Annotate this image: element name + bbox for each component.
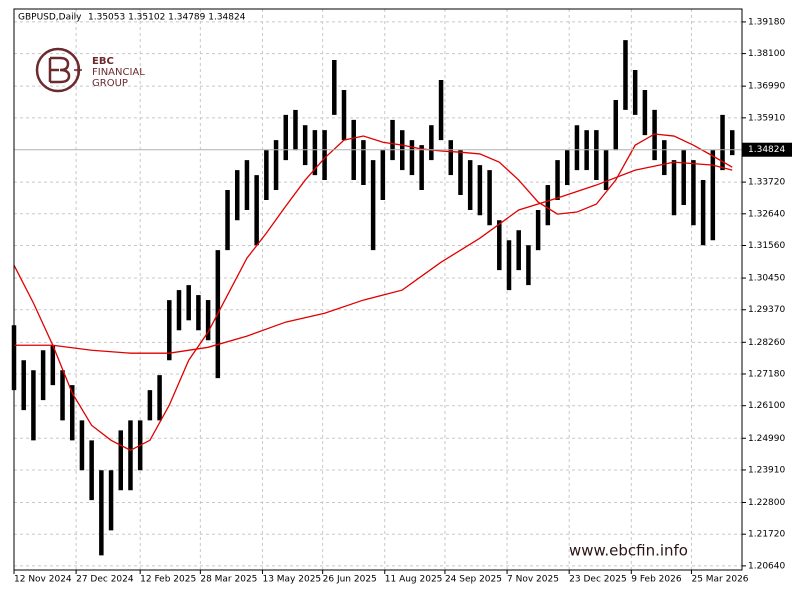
grid [13,9,742,570]
x-tick-label: 7 Nov 2025 [507,575,559,585]
y-tick-label: 1.26100 [748,401,785,411]
logo-mark [48,56,71,84]
chart-title: GBPUSD,Daily [18,13,82,23]
y-tick-label: 1.31560 [748,241,785,251]
y-tick-label: 1.39180 [748,17,785,27]
y-tick-label: 1.27180 [748,370,785,380]
y-tick-label: 1.28260 [748,338,785,348]
logo-text: FINANCIAL [92,67,145,78]
x-tick-label: 25 Mar 2026 [691,575,748,585]
y-tick-label: 1.33720 [748,178,785,188]
y-tick-label: 1.30450 [748,274,785,284]
y-tick-label: 1.36990 [748,82,785,92]
chart-subtitle: 1.35053 1.35102 1.34789 1.34824 [88,13,246,23]
logo-text: GROUP [92,78,128,89]
y-tick-label: 1.23910 [748,465,785,475]
logo-plus [74,66,82,74]
y-tick-label: 1.35910 [748,113,785,123]
y-tick-label: 1.21720 [748,530,785,540]
x-tick-label: 13 May 2025 [262,575,321,585]
x-tick-label: 23 Dec 2025 [569,575,627,585]
logo-text: EBC [92,56,114,67]
x-tick-label: 12 Nov 2024 [14,575,72,585]
y-tick-label: 1.22800 [748,498,785,508]
x-tick-label: 11 Aug 2025 [385,575,443,585]
y-tick-label: 1.20640 [748,561,785,571]
plot [11,40,742,556]
x-tick-label: 12 Feb 2025 [140,575,196,585]
x-tick-label: 24 Sep 2025 [445,575,502,585]
logo: EBC FINANCIAL GROUP [35,47,145,93]
y-tick-label: 1.38100 [748,49,785,59]
y-tick-label: 1.32640 [748,209,785,219]
plot-frame [13,8,743,571]
x-tick-label: 28 Mar 2025 [200,575,257,585]
website: www.ebcfin.info [569,542,688,560]
x-tick-label: 27 Dec 2024 [76,575,134,585]
moving-average [14,161,733,354]
x-tick-label: 26 Jun 2025 [323,575,377,585]
moving-average [13,133,733,452]
y-tick-label: 1.29370 [748,305,785,315]
last-price-box [742,142,792,157]
last-price-label: 1.34824 [748,145,785,155]
y-tick-label: 1.24990 [748,434,785,444]
x-tick-label: 9 Feb 2026 [631,575,682,585]
